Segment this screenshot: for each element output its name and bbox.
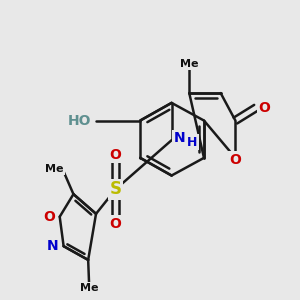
Text: O: O: [110, 217, 122, 231]
Text: N: N: [174, 131, 185, 145]
Text: H: H: [187, 136, 198, 148]
Text: Me: Me: [180, 58, 199, 69]
Text: O: O: [43, 210, 55, 224]
Text: Me: Me: [80, 284, 98, 293]
Text: O: O: [110, 148, 122, 162]
Text: N: N: [47, 239, 59, 253]
Text: O: O: [230, 153, 241, 167]
Text: S: S: [110, 180, 122, 198]
Text: HO: HO: [68, 114, 91, 128]
Text: O: O: [258, 101, 270, 115]
Text: Me: Me: [45, 164, 64, 174]
